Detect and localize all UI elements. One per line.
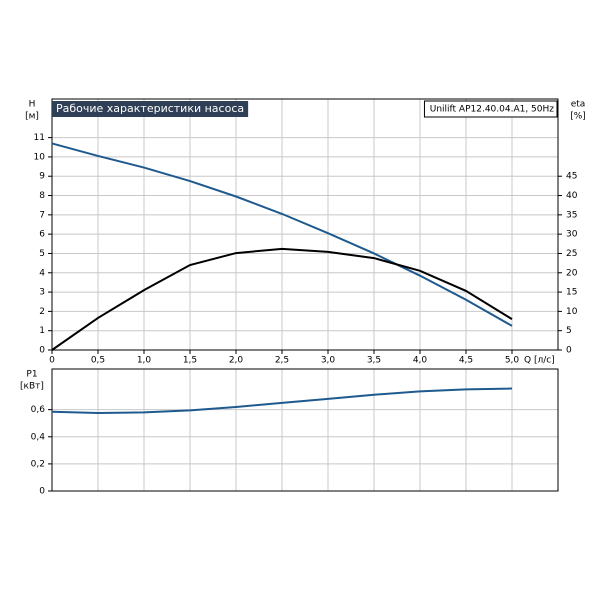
x-tick-label: 4,0 xyxy=(413,356,428,366)
y2-tick-label: 35 xyxy=(566,210,577,220)
y-tick-label: 10 xyxy=(34,152,46,162)
x-axis-label: Q [л/с] xyxy=(524,356,555,366)
x-tick-label: 3,0 xyxy=(321,356,336,366)
x-tick-label: 5,0 xyxy=(505,356,520,366)
y2-tick-label: 25 xyxy=(566,249,577,259)
y-axis-label: P1 xyxy=(26,370,37,380)
curve xyxy=(51,142,513,327)
x-tick-label: 2,0 xyxy=(229,356,244,366)
y-axis-unit: [м] xyxy=(25,112,39,122)
y-tick-label: 2 xyxy=(39,307,45,317)
subtitle-box xyxy=(423,100,558,118)
x-tick-label: 2,5 xyxy=(275,356,289,366)
title-box xyxy=(52,101,249,117)
y2-tick-label: 45 xyxy=(566,172,577,182)
y-tick-label: 11 xyxy=(34,133,45,143)
y2-axis-unit: [%] xyxy=(570,112,586,122)
y-tick-label: 0 xyxy=(39,346,45,356)
x-tick-label: 0 xyxy=(49,356,55,366)
curve xyxy=(51,247,513,351)
x-tick-label: 1,5 xyxy=(183,356,197,366)
y2-tick-label: 5 xyxy=(566,326,572,336)
y2-tick-label: 0 xyxy=(566,346,572,356)
y-tick-label: 9 xyxy=(39,172,45,182)
y2-tick-label: 30 xyxy=(566,230,578,240)
chart-subtitle: Unilift AP12.40.04.A1, 50Hz xyxy=(430,105,555,115)
y-axis-label: H xyxy=(29,100,36,110)
y-tick-label: 7 xyxy=(39,210,45,220)
plot-frame xyxy=(51,98,559,351)
y-tick-label: 8 xyxy=(39,191,45,201)
y2-axis-label: eta xyxy=(571,100,586,110)
y-axis-unit: [кВт] xyxy=(20,382,44,392)
y2-tick-label: 10 xyxy=(566,307,578,317)
chart-title: Рабочие характеристики насоса xyxy=(56,102,244,115)
x-tick-label: 1,0 xyxy=(137,356,152,366)
y-tick-label: 0,4 xyxy=(31,432,46,442)
x-tick-label: 0,5 xyxy=(91,356,105,366)
y-tick-label: 4 xyxy=(39,268,45,278)
y-tick-label: 3 xyxy=(39,288,45,298)
y2-tick-label: 20 xyxy=(566,268,578,278)
y-tick-label: 1 xyxy=(39,326,45,336)
x-tick-label: 4,5 xyxy=(459,356,473,366)
y-tick-label: 0,6 xyxy=(31,405,46,415)
y2-tick-label: 40 xyxy=(566,191,578,201)
curve xyxy=(51,387,513,415)
x-tick-label: 3,5 xyxy=(367,356,381,366)
plot-frame xyxy=(51,368,559,492)
y-tick-label: 0 xyxy=(39,487,45,497)
y2-tick-label: 15 xyxy=(566,288,577,298)
y-tick-label: 6 xyxy=(39,230,45,240)
y-tick-label: 0,2 xyxy=(31,459,45,469)
y-tick-label: 5 xyxy=(39,249,45,259)
